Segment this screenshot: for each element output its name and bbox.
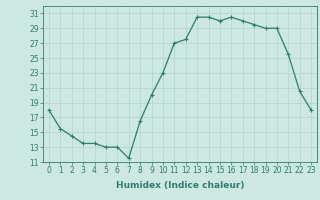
X-axis label: Humidex (Indice chaleur): Humidex (Indice chaleur) xyxy=(116,181,244,190)
